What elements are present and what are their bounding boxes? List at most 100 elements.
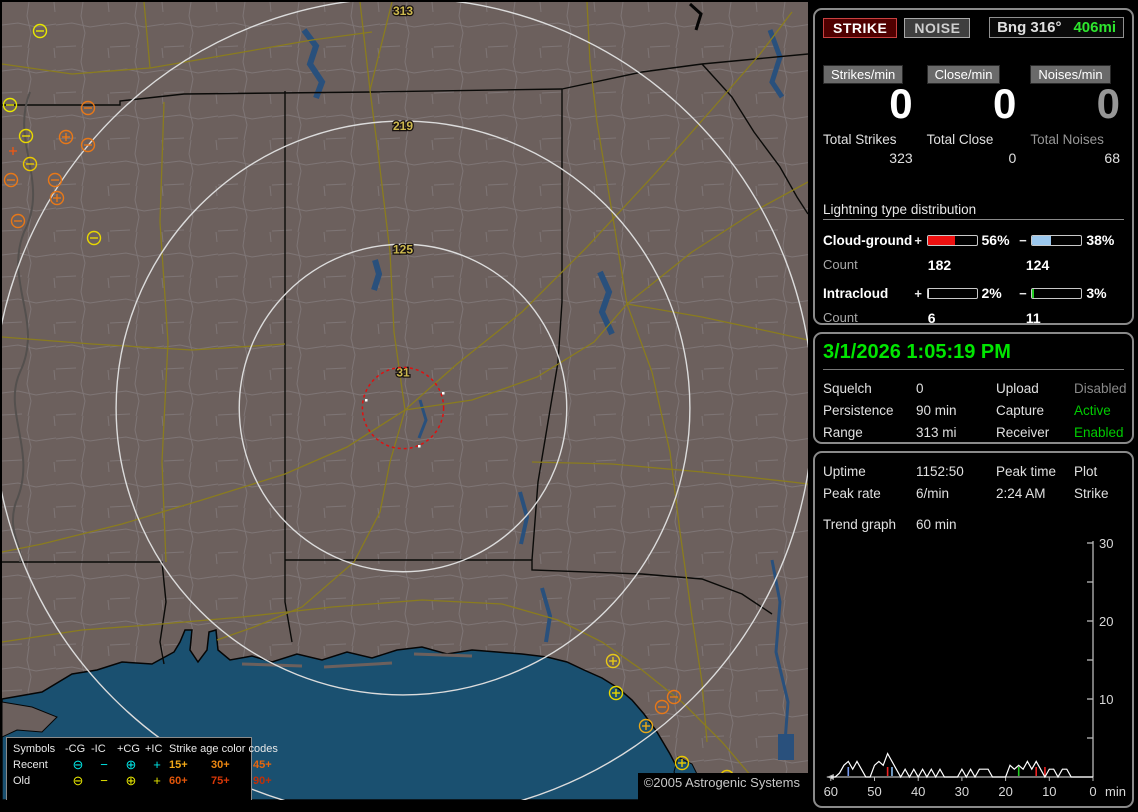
pos-ic-recent-icon: + xyxy=(153,757,161,772)
svg-text:0: 0 xyxy=(1089,784,1096,799)
noise-mode-button[interactable]: NOISE xyxy=(904,17,971,38)
svg-text:313: 313 xyxy=(393,4,413,18)
svg-text:125: 125 xyxy=(393,242,413,256)
total-strikes-value: 323 xyxy=(889,150,913,166)
plot-label: Plot xyxy=(1074,464,1098,479)
peak-rate-value: 6/min xyxy=(916,486,950,501)
minus-sign: − xyxy=(1019,232,1027,248)
receiver-value: Enabled xyxy=(1074,425,1124,440)
capture-label: Capture xyxy=(996,403,1045,418)
cg-positive-pct: 56% xyxy=(981,232,1010,248)
noises-per-min-value: 0 xyxy=(1096,80,1120,127)
ic-positive-pct: 2% xyxy=(981,285,1002,301)
strike-symbol-ic-pos xyxy=(9,147,17,155)
uptime-value: 1152:50 xyxy=(916,464,964,479)
minus-sign: − xyxy=(1019,285,1027,301)
trend-graph-chart: 10 20 30 60 50 40 30 20 10 0 min xyxy=(824,536,1126,799)
total-column: Total Strikes 323 xyxy=(823,132,917,166)
pos-ic-old-icon: + xyxy=(153,773,161,788)
ic-negative-count: 11 xyxy=(1025,310,1041,326)
roads xyxy=(2,2,808,778)
age-code: 15+ xyxy=(169,759,188,771)
strike-symbol-cg-pos xyxy=(49,190,65,206)
lightning-map[interactable]: 313 219 125 31 Symbols -CG -IC +CG +IC Stri… xyxy=(2,2,808,800)
persistence-label: Persistence xyxy=(823,403,894,418)
ic-positive-bar xyxy=(926,287,978,299)
strike-stats-box: STRIKE NOISE Bng 316° 406mi Strikes/min 0… xyxy=(813,8,1134,326)
pos-cg-old-icon: ⊕ xyxy=(125,773,137,788)
total-strikes-label: Total Strikes xyxy=(823,132,897,147)
svg-text:40: 40 xyxy=(911,784,925,799)
bearing-display: Bng 316° 406mi xyxy=(989,17,1124,38)
legend-age-title: Strike age color codes xyxy=(169,743,278,755)
cg-positive-count: 182 xyxy=(927,257,952,273)
cg-negative-bar xyxy=(1031,234,1083,246)
strike-symbol-cg-neg xyxy=(10,213,26,229)
rate-column: Noises/min 0 xyxy=(1030,65,1124,127)
cg-negative-count: 124 xyxy=(1025,257,1050,273)
svg-text:30: 30 xyxy=(1099,536,1113,551)
rate-column: Close/min 0 xyxy=(926,65,1021,125)
strike-mode-button[interactable]: STRIKE xyxy=(823,17,898,38)
intracloud-label: Intracloud xyxy=(823,285,889,301)
svg-text:20: 20 xyxy=(1099,614,1113,629)
age-code: 45+ xyxy=(253,759,272,771)
range-value: 313 mi xyxy=(916,425,957,440)
legend-row-old-label: Old xyxy=(13,775,31,787)
legend-row-recent-label: Recent xyxy=(13,759,48,771)
upload-value: Disabled xyxy=(1074,381,1127,396)
count-label: Count xyxy=(823,257,858,272)
plot-mode-value: Strike xyxy=(1074,486,1109,501)
legend-col-neg-cg: -CG xyxy=(65,743,86,755)
trend-graph-label: Trend graph xyxy=(823,517,897,532)
legend-col-pos-ic: +IC xyxy=(145,743,163,755)
legend-col-neg-ic: -IC xyxy=(91,743,106,755)
uptime-label: Uptime xyxy=(823,464,866,479)
strike-symbol-cg-neg xyxy=(86,230,102,246)
neg-ic-old-icon: − xyxy=(100,773,108,788)
strike-symbol-cg-pos xyxy=(58,129,74,145)
squelch-value: 0 xyxy=(916,381,924,396)
svg-text:min: min xyxy=(1105,784,1126,799)
strike-symbol-cg-pos xyxy=(608,685,624,701)
cloud-ground-count-row: Count 182 124 xyxy=(823,257,1124,273)
range-label: Range xyxy=(823,425,863,440)
svg-text:50: 50 xyxy=(867,784,881,799)
neg-cg-recent-icon: ⊖ xyxy=(72,757,84,772)
ic-negative-pct: 3% xyxy=(1086,285,1107,301)
svg-text:10: 10 xyxy=(1042,784,1056,799)
total-noises-value: 68 xyxy=(1104,150,1120,166)
total-column: Total Noises 68 xyxy=(1030,132,1124,166)
total-noises-label: Total Noises xyxy=(1030,132,1104,147)
persistence-value: 90 min xyxy=(916,403,957,418)
control-panel: STRIKE NOISE Bng 316° 406mi Strikes/min 0… xyxy=(813,0,1134,808)
legend-symbols-title: Symbols xyxy=(13,743,56,755)
pos-cg-recent-icon: ⊕ xyxy=(125,757,137,772)
ic-negative-bar xyxy=(1031,287,1083,299)
cloud-ground-row: Cloud-ground + 56% − 38% xyxy=(823,232,1124,248)
strikes-per-min-label: Strikes/min xyxy=(823,65,904,84)
total-close-label: Total Close xyxy=(926,132,994,147)
svg-text:20: 20 xyxy=(998,784,1012,799)
mississippi-river xyxy=(11,91,35,563)
strike-symbol-cg-neg xyxy=(18,128,34,144)
datetime-display: 3/1/2026 1:05:19 PM xyxy=(823,341,1124,370)
upload-label: Upload xyxy=(996,381,1039,396)
cg-positive-bar xyxy=(926,234,978,246)
total-column: Total Close 0 xyxy=(927,132,1021,166)
peak-time-label: Peak time xyxy=(996,464,1057,479)
strike-symbol-cg-neg xyxy=(2,97,18,113)
legend-col-pos-cg: +CG xyxy=(117,743,140,755)
peak-rate-label: Peak rate xyxy=(823,486,881,501)
copyright-text: ©2005 Astrogenic Systems xyxy=(637,773,808,800)
squelch-label: Squelch xyxy=(823,381,872,396)
age-code: 75+ xyxy=(211,775,230,787)
receiver-label: Receiver xyxy=(996,425,1050,440)
intracloud-row: Intracloud + 2% − 3% xyxy=(823,285,1124,301)
neg-cg-old-icon: ⊖ xyxy=(72,773,84,788)
strikes-per-min-value: 0 xyxy=(889,80,913,127)
strike-symbol-cg-pos xyxy=(638,718,654,734)
